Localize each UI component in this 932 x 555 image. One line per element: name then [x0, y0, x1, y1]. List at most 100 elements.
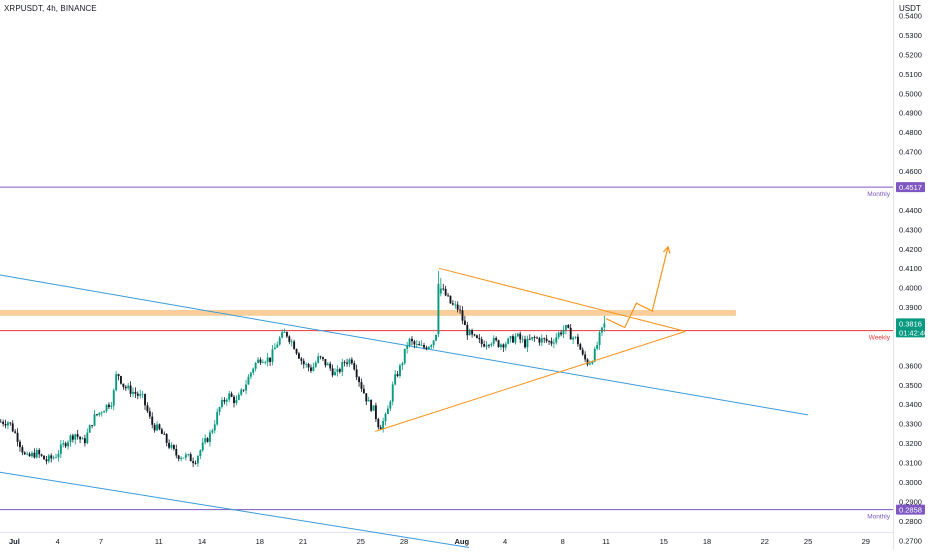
x-tick-label: 11	[155, 537, 163, 546]
x-tick-label: 21	[299, 537, 307, 546]
candle-body	[240, 389, 243, 395]
candle-body	[112, 390, 115, 406]
candle-body	[454, 304, 457, 306]
y-tick-label: 0.5200	[899, 50, 922, 59]
candle-body	[67, 442, 70, 447]
candle-body	[81, 438, 84, 440]
candle-body	[83, 438, 86, 444]
candle-body	[552, 342, 555, 344]
candle-body	[257, 359, 260, 363]
candle-body	[218, 407, 221, 412]
candle-body	[107, 404, 110, 408]
y-tick-label: 0.3100	[899, 459, 922, 468]
candle-body	[548, 340, 551, 342]
candle-body	[71, 435, 74, 440]
y-tick-label: 0.5000	[899, 89, 922, 98]
monthly-price-badge-text: 0.4517	[899, 183, 922, 192]
candle-body	[435, 334, 437, 341]
candle-body	[295, 349, 298, 354]
candle-body	[437, 283, 440, 335]
candle-body	[211, 430, 214, 433]
candle-body	[360, 382, 363, 389]
candle-body	[324, 359, 327, 366]
candle-body	[28, 453, 31, 457]
candle-body	[213, 424, 216, 431]
candle-body	[442, 288, 445, 290]
candle-body	[9, 422, 12, 424]
candle-body	[495, 338, 498, 341]
candle-body	[427, 346, 430, 350]
candle-body	[370, 400, 373, 411]
candle-body	[540, 338, 543, 343]
y-tick-label: 0.4800	[899, 128, 922, 137]
candle-body	[40, 454, 43, 456]
candle-body	[512, 336, 514, 343]
y-tick-label: 0.4000	[899, 284, 922, 293]
candle-body	[69, 435, 72, 443]
candle-body	[574, 336, 577, 338]
candle-body	[129, 385, 132, 394]
y-tick-label: 0.3400	[899, 400, 922, 409]
candle-body	[254, 362, 257, 369]
candle-body	[0, 421, 2, 423]
candle-body	[331, 368, 334, 376]
candle-body	[184, 454, 187, 458]
projection-arrowhead	[662, 245, 671, 254]
candle-body	[201, 442, 204, 451]
candle-body	[271, 349, 274, 362]
candle-body	[134, 391, 137, 394]
candle-body	[596, 345, 599, 349]
candle-body	[285, 332, 288, 337]
x-tick-label: 22	[761, 537, 769, 546]
candle-body	[43, 455, 45, 460]
candle-body	[192, 461, 195, 464]
candle-body	[4, 423, 7, 426]
candle-body	[2, 421, 5, 424]
candle-body	[93, 414, 96, 426]
candle-body	[430, 345, 433, 347]
current-price-badge-text: 0.3816	[899, 319, 922, 328]
candle-body	[362, 388, 365, 394]
channel-trendline	[0, 471, 470, 548]
candle-body	[146, 405, 149, 412]
candle-body	[408, 338, 411, 346]
candle-body	[336, 369, 339, 372]
candle-body	[394, 374, 397, 385]
candle-body	[305, 364, 308, 365]
candle-body	[223, 399, 226, 402]
y-tick-label: 0.4100	[899, 264, 922, 273]
y-tick-label: 0.4900	[899, 109, 922, 118]
candle-body	[377, 419, 380, 428]
candle-body	[273, 347, 276, 350]
candle-body	[379, 427, 382, 430]
candle-body	[358, 377, 361, 383]
monthly-price-badge-text: 0.2858	[899, 506, 922, 515]
candle-body	[45, 459, 48, 462]
candle-body	[319, 356, 322, 358]
y-tick-label: 0.3900	[899, 303, 922, 312]
candle-body	[483, 344, 486, 347]
candle-body	[225, 399, 228, 402]
projection-arrow	[605, 246, 669, 329]
y-tick-label: 0.3000	[899, 478, 922, 487]
candle-body	[16, 432, 19, 442]
candle-body	[485, 345, 488, 347]
y-tick-label: 0.3200	[899, 439, 922, 448]
candle-body	[132, 391, 134, 394]
x-tick-label: 25	[804, 537, 812, 546]
candle-body	[444, 288, 447, 296]
candle-body	[293, 341, 296, 350]
candle-body	[521, 339, 524, 341]
y-tick-label: 0.4200	[899, 245, 922, 254]
candle-body	[91, 425, 94, 426]
candle-body	[384, 413, 387, 422]
candle-body	[403, 348, 406, 364]
candle-body	[148, 411, 151, 417]
candle-body	[266, 357, 269, 363]
candle-body	[567, 324, 570, 328]
x-tick-label: 11	[602, 537, 610, 546]
candle-body	[466, 325, 469, 336]
candle-body	[557, 332, 560, 338]
